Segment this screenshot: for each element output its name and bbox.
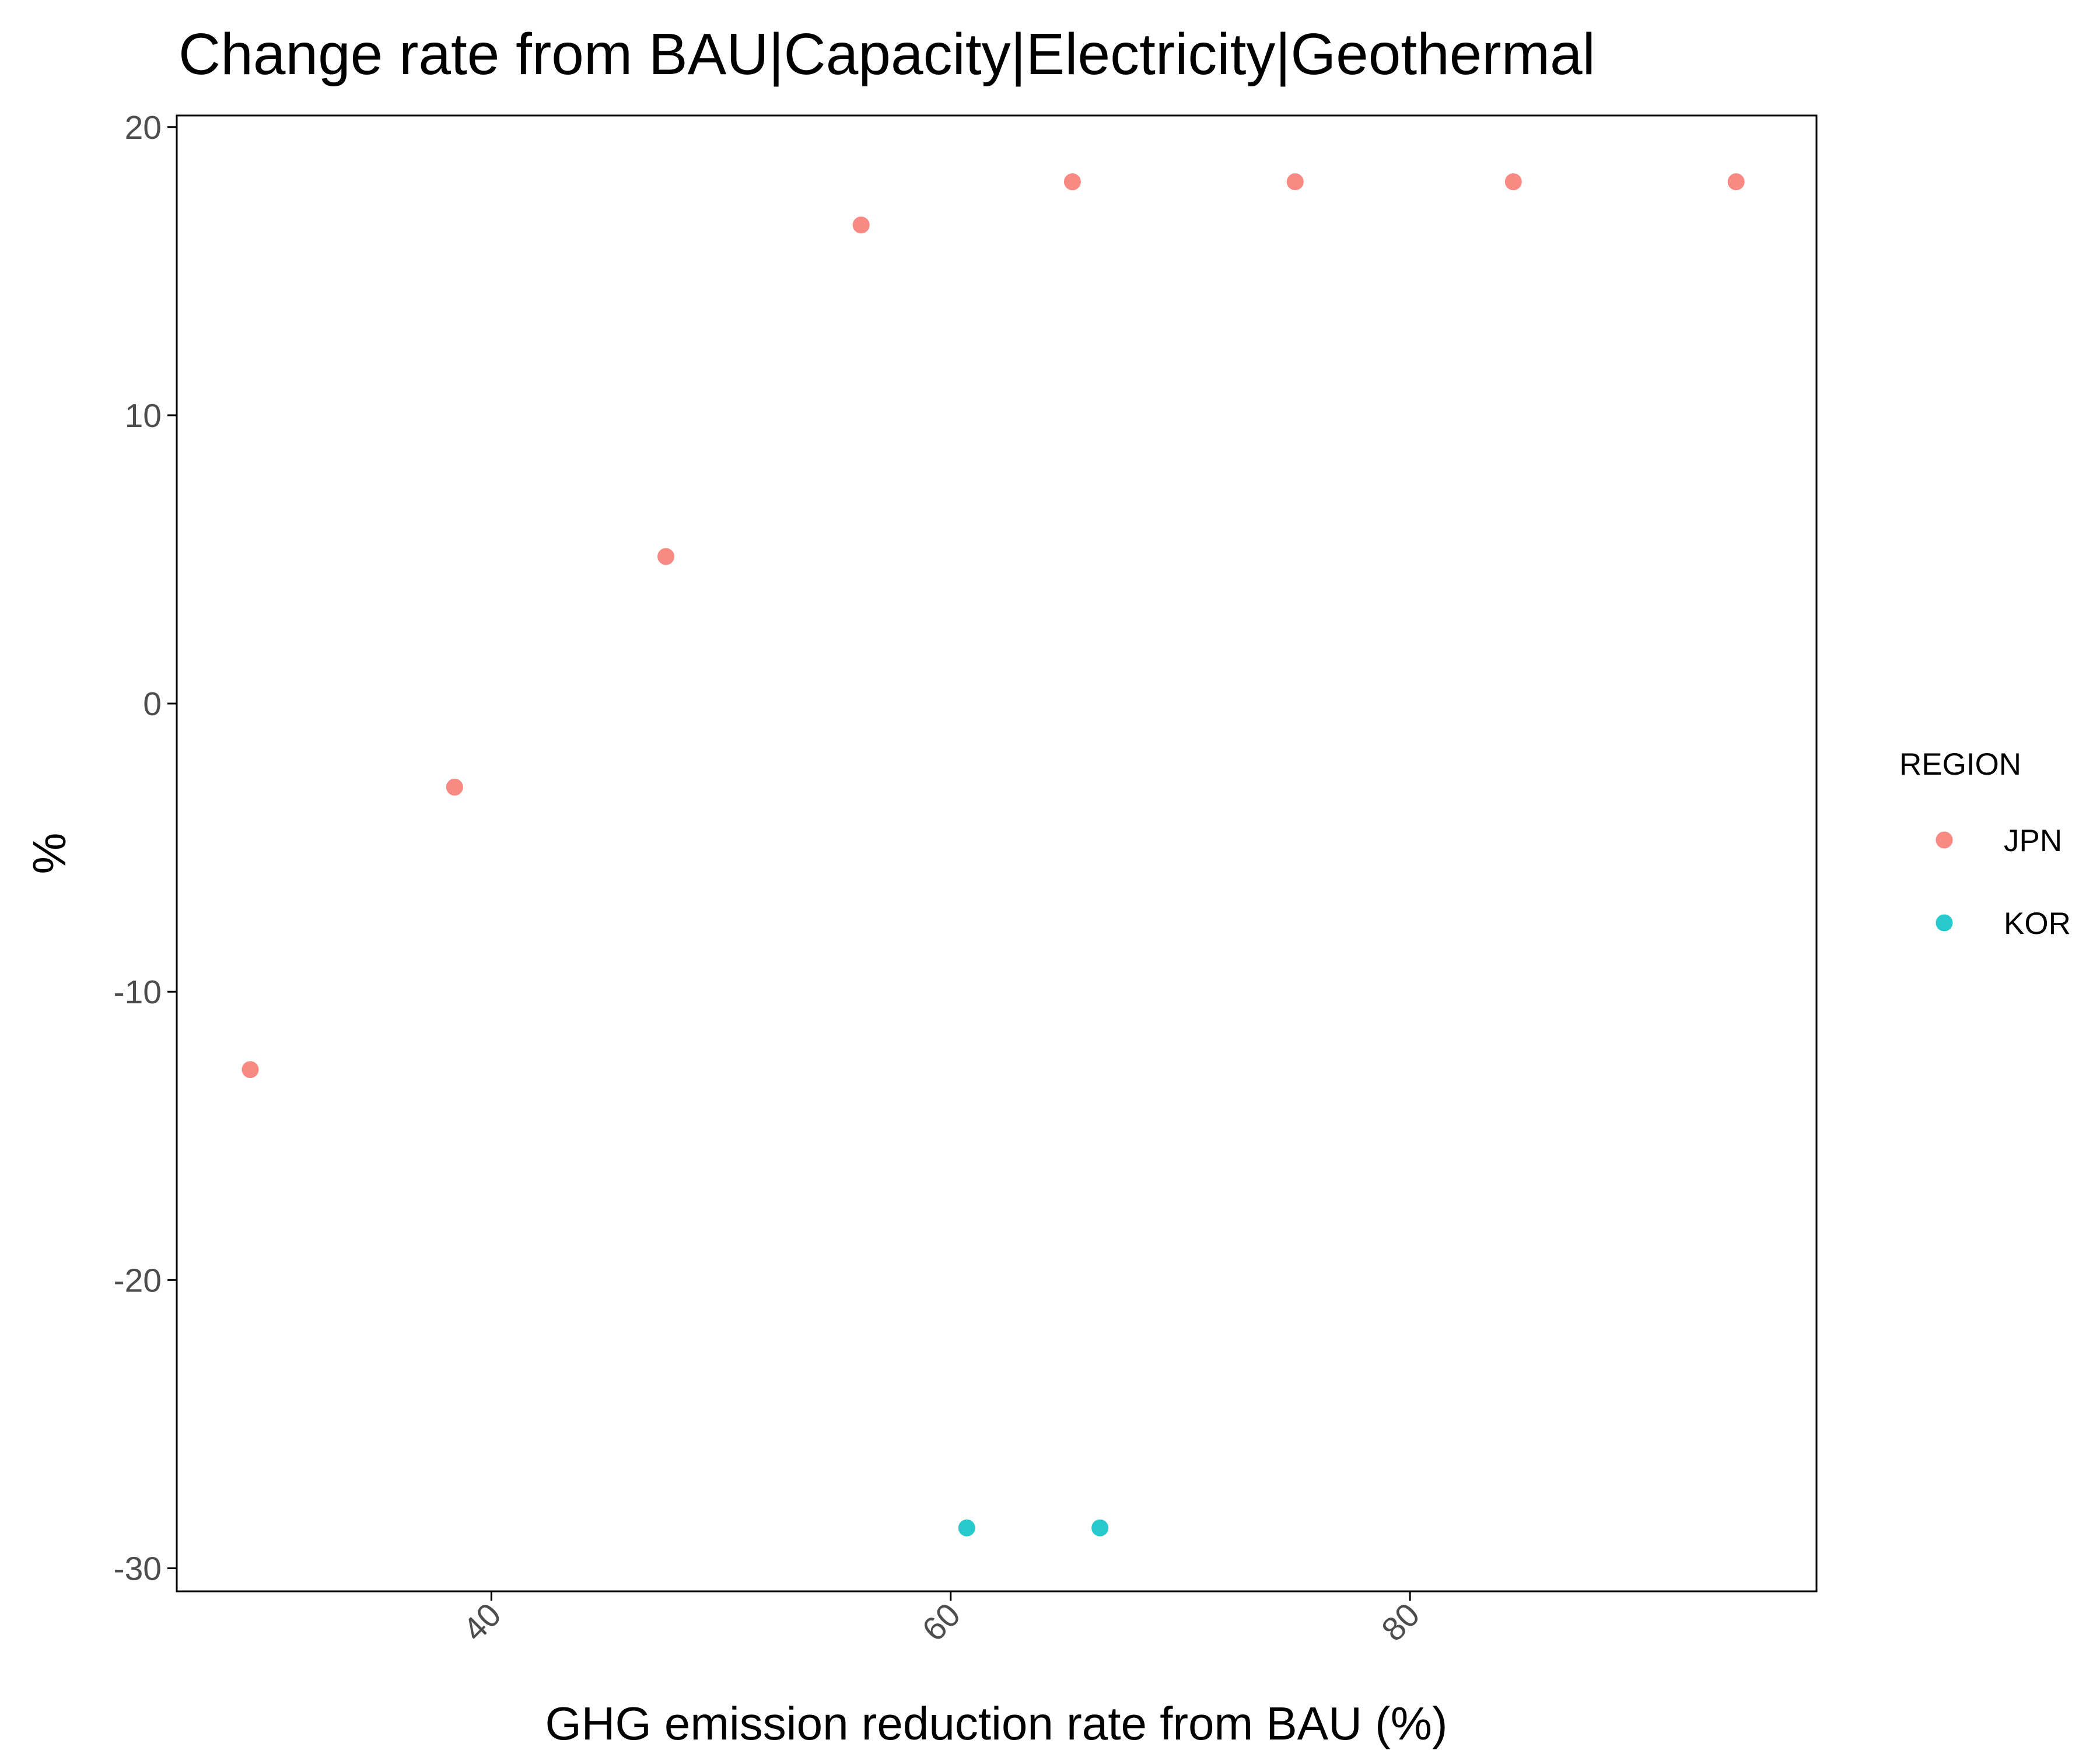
x-tick-label: 40 bbox=[456, 1596, 508, 1648]
legend: REGION JPN KOR bbox=[1899, 747, 2071, 941]
data-point-kor bbox=[1090, 1517, 1111, 1538]
data-point-jpn bbox=[1726, 172, 1746, 192]
data-point-kor bbox=[956, 1517, 977, 1538]
y-axis: -30 -20 -10 0 10 20 bbox=[114, 109, 177, 1587]
legend-title: REGION bbox=[1899, 747, 2021, 782]
data-point-jpn bbox=[1503, 172, 1524, 192]
y-tick-label: 10 bbox=[125, 397, 162, 435]
legend-label-jpn: JPN bbox=[2004, 824, 2062, 858]
y-tick-label: 0 bbox=[143, 685, 162, 723]
y-tick-label: 20 bbox=[125, 109, 162, 146]
x-axis: 40 60 80 bbox=[456, 1591, 1427, 1648]
legend-key-kor bbox=[1934, 912, 1955, 933]
y-tick-label: -20 bbox=[114, 1262, 162, 1299]
data-point-jpn bbox=[656, 546, 677, 567]
plot-panel bbox=[176, 114, 1818, 1592]
x-axis-title: GHG emission reduction rate from BAU (%) bbox=[545, 1698, 1447, 1749]
legend-label-kor: KOR bbox=[2004, 907, 2071, 941]
y-axis-title: % bbox=[23, 832, 75, 874]
y-tick-label: -10 bbox=[114, 974, 162, 1011]
data-point-jpn bbox=[240, 1059, 261, 1080]
data-point-jpn bbox=[1062, 172, 1083, 192]
data-point-jpn bbox=[1284, 172, 1306, 192]
x-tick-label: 60 bbox=[915, 1596, 968, 1648]
y-tick-label: -30 bbox=[114, 1550, 162, 1587]
legend-key-jpn bbox=[1934, 830, 1955, 850]
x-tick-label: 80 bbox=[1374, 1596, 1427, 1648]
data-point-jpn bbox=[444, 776, 465, 797]
data-point-jpn bbox=[850, 215, 872, 236]
chart-title: Change rate from BAU|Capacity|Electricit… bbox=[178, 22, 1595, 87]
data-points bbox=[240, 172, 1746, 1538]
